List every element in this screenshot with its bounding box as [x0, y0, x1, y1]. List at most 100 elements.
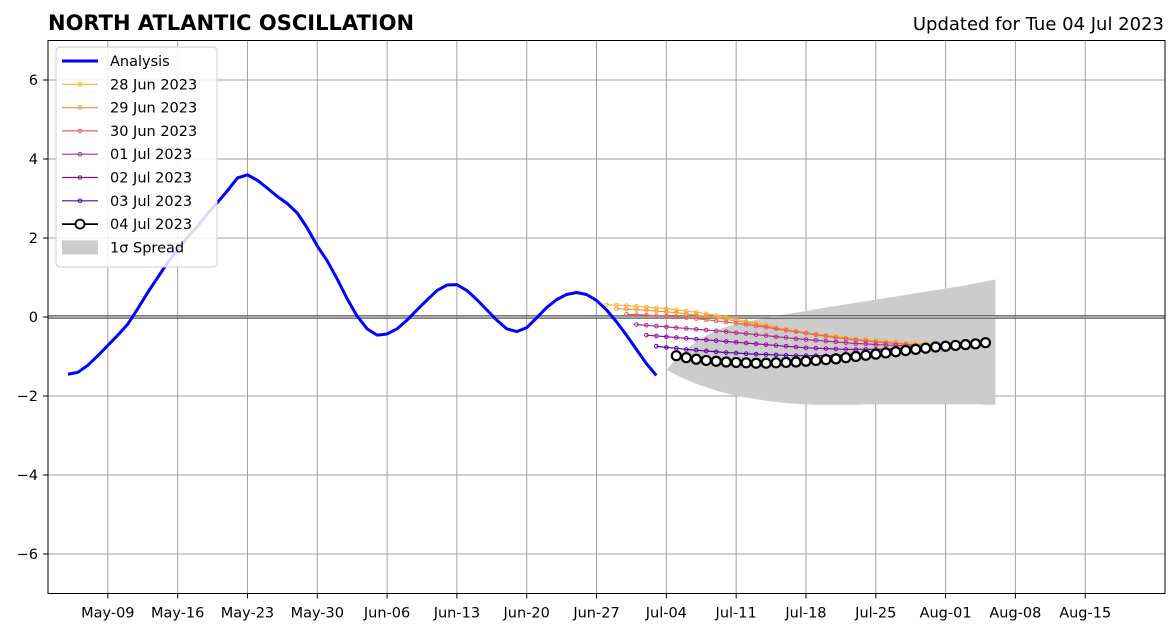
forecast-point — [733, 350, 739, 356]
forecast-point — [624, 306, 629, 312]
forecast-point — [703, 327, 709, 333]
y-tick-label: 2 — [29, 231, 38, 247]
forecast-point — [740, 357, 752, 369]
forecast-point — [939, 340, 952, 352]
legend-entry: 30 Jun 2023 — [62, 124, 197, 140]
forecast-point — [833, 339, 839, 345]
forecast-point — [763, 333, 769, 338]
forecast-point — [624, 311, 629, 317]
legend-entry: 29 Jun 2023 — [62, 101, 197, 117]
legend-label: 04 Jul 2023 — [110, 217, 192, 233]
forecast-point — [979, 337, 992, 349]
forecast-point — [693, 347, 699, 353]
forecast-point — [683, 336, 689, 341]
legend-label: 29 Jun 2023 — [110, 101, 197, 117]
legend-entry: 1σ Spread — [62, 240, 184, 256]
forecast-point — [803, 337, 809, 342]
forecast-point — [730, 356, 742, 369]
forecast-point — [723, 319, 729, 325]
forecast-point — [873, 342, 879, 347]
forecast-point — [743, 331, 749, 336]
forecast-point — [644, 312, 649, 318]
forecast-point — [674, 310, 679, 315]
forecast-point — [654, 313, 659, 319]
legend-entry: 04 Jul 2023 — [62, 217, 192, 233]
forecast-point — [823, 338, 829, 344]
forecast-point — [713, 328, 719, 334]
legend-marker — [77, 198, 83, 204]
forecast-point — [793, 344, 799, 350]
forecast-point — [703, 348, 709, 354]
forecast-point — [783, 335, 789, 340]
legend-marker — [74, 218, 86, 230]
forecast-point — [683, 326, 689, 331]
legend-label: 02 Jul 2023 — [110, 171, 192, 187]
forecast-point — [720, 356, 732, 368]
forecast-point — [644, 307, 649, 313]
forecast-point — [693, 309, 699, 315]
forecast-point — [813, 332, 819, 338]
legend-entry: 03 Jul 2023 — [62, 194, 192, 210]
forecast-point — [664, 313, 669, 319]
forecast-point — [703, 317, 709, 323]
forecast-point — [680, 352, 692, 364]
legend-entry: 02 Jul 2023 — [62, 171, 192, 187]
forecast-point — [773, 334, 779, 340]
forecast-point — [783, 328, 789, 333]
zero-line — [48, 315, 1165, 319]
forecast-point — [733, 330, 739, 336]
x-tick-label: Aug-01 — [920, 606, 972, 622]
forecast-point — [843, 347, 849, 352]
forecast-04-jul-2023 — [670, 337, 992, 369]
forecast-point — [840, 352, 852, 364]
forecast-point — [674, 345, 679, 351]
legend-swatch — [62, 240, 98, 255]
forecast-point — [634, 322, 639, 327]
y-tick-label: 4 — [29, 152, 38, 168]
y-tick-label: −6 — [17, 547, 38, 563]
y-tick-label: 0 — [29, 310, 38, 326]
x-tick-label: Aug-15 — [1059, 606, 1111, 622]
forecast-point — [969, 338, 982, 350]
forecast-point — [654, 308, 659, 314]
forecast-point — [860, 349, 872, 361]
forecast-point — [863, 341, 869, 347]
forecast-point — [763, 324, 769, 330]
legend-marker — [77, 151, 83, 157]
forecast-point — [753, 341, 759, 347]
legend-label: 01 Jul 2023 — [110, 147, 192, 163]
forecast-point — [700, 354, 712, 367]
forecast-point — [674, 307, 679, 313]
forecast-point — [763, 342, 769, 347]
forecast-point — [773, 326, 779, 332]
forecast-point — [880, 347, 892, 359]
forecast-point — [910, 343, 922, 355]
forecast-point — [670, 350, 682, 362]
legend-box — [55, 46, 218, 268]
chart-title: NORTH ATLANTIC OSCILLATION — [48, 11, 414, 35]
forecast-point — [723, 317, 729, 322]
forecast-line — [636, 323, 966, 349]
forecast-point — [664, 309, 669, 315]
forecast-point — [850, 350, 862, 363]
legend-entry: Analysis — [62, 54, 170, 70]
forecast-point — [793, 336, 799, 342]
forecast-point — [890, 346, 902, 358]
x-tick-label: Jul-11 — [715, 606, 757, 622]
legend-entry: 01 Jul 2023 — [62, 147, 192, 163]
forecast-point — [664, 334, 669, 340]
forecast-point — [664, 345, 669, 350]
forecast-point — [634, 312, 639, 317]
forecast-point — [654, 323, 659, 329]
legend-label: Analysis — [110, 54, 170, 70]
forecast-point — [743, 351, 749, 357]
forecast-point — [674, 325, 679, 330]
forecast-point — [723, 329, 729, 334]
x-tick-label: Jul-04 — [645, 606, 687, 622]
forecast-point — [853, 341, 859, 346]
x-axis: May-09 May-16 May-23 May-30 Jun-06 Jun-13 Jun-… — [81, 593, 1111, 622]
forecast-point — [870, 348, 882, 360]
forecast-point — [644, 332, 649, 338]
forecast-point — [733, 321, 739, 326]
